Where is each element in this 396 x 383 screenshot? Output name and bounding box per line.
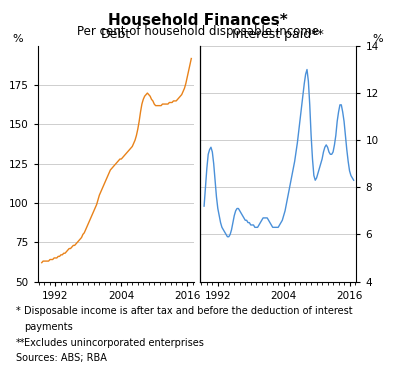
Text: Per cent of household disposable income: Per cent of household disposable income <box>77 25 319 38</box>
Text: %: % <box>372 34 383 44</box>
Text: Disposable income is after tax and before the deduction of interest: Disposable income is after tax and befor… <box>24 306 352 316</box>
Text: Sources: ABS; RBA: Sources: ABS; RBA <box>16 353 107 363</box>
Text: Excludes unincorporated enterprises: Excludes unincorporated enterprises <box>24 338 204 348</box>
Text: payments: payments <box>24 322 72 332</box>
Text: Household Finances*: Household Finances* <box>108 13 288 28</box>
Text: %: % <box>13 34 23 44</box>
Text: Debt: Debt <box>101 28 131 41</box>
Text: **: ** <box>16 338 25 348</box>
Text: *: * <box>16 306 21 316</box>
Text: Interest paid**: Interest paid** <box>232 28 324 41</box>
